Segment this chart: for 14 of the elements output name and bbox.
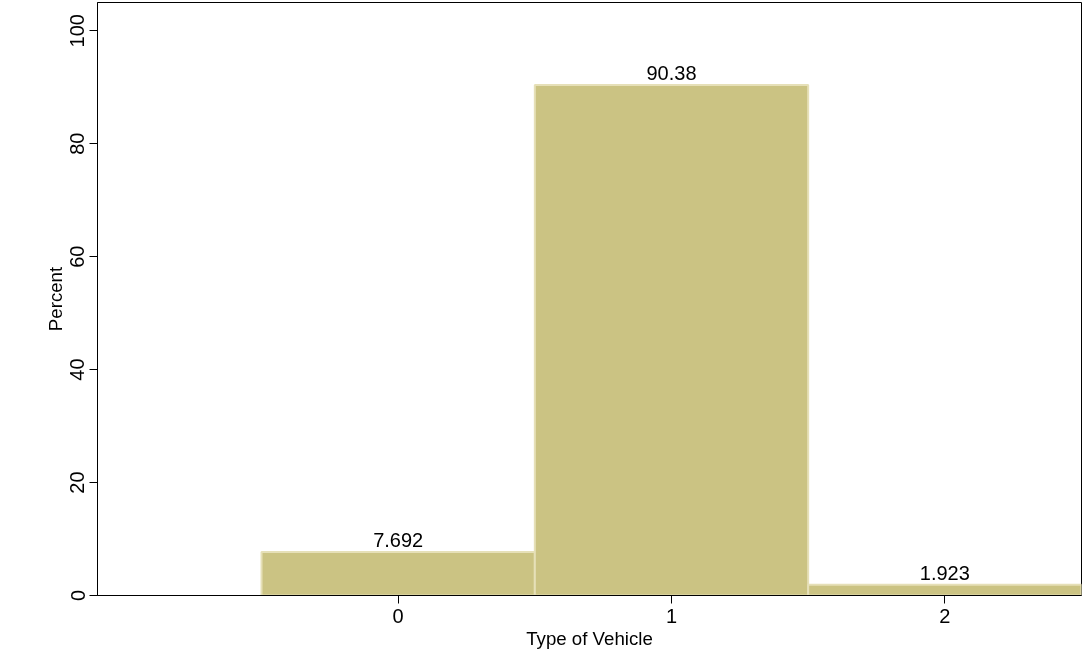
x-tick-label: 1 — [665, 604, 678, 627]
y-axis-title: Percent — [44, 266, 66, 332]
y-tick-label: 0 — [66, 589, 89, 602]
y-tick-label: 20 — [66, 471, 89, 494]
y-tick-label: 40 — [66, 358, 89, 381]
data-label: 1.923 — [919, 561, 970, 584]
data-label: 90.38 — [646, 62, 697, 85]
y-tick-label: 60 — [66, 245, 89, 268]
y-tick-label: 80 — [66, 132, 89, 155]
x-tick-label: 2 — [939, 604, 951, 627]
x-tick-label: 0 — [392, 604, 404, 627]
data-label: 7.692 — [373, 529, 424, 552]
x-axis-title: Type of Vehicle — [526, 627, 653, 649]
y-tick-label: 100 — [66, 14, 89, 48]
